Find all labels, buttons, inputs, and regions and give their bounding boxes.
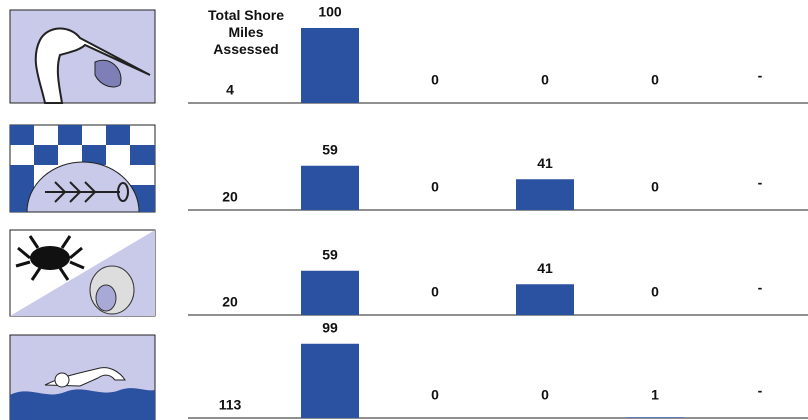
total-header: Total Shore Miles Assessed: [208, 7, 284, 57]
bar: [301, 270, 359, 315]
value-label: 41: [537, 155, 553, 171]
value-label: 0: [651, 72, 659, 88]
value-label: 59: [322, 141, 338, 157]
total-value: 20: [222, 189, 238, 205]
icon-crab-oyster: [9, 229, 156, 317]
icon-swimmer: [9, 334, 156, 420]
value-label: 100: [318, 4, 342, 20]
total-value: 20: [222, 294, 238, 310]
value-label: 0: [651, 179, 659, 195]
value-label: 0: [431, 72, 439, 88]
extra-label: -: [758, 68, 763, 84]
value-label: 0: [431, 179, 439, 195]
bar: [301, 165, 359, 210]
value-label: 0: [651, 284, 659, 300]
value-label: 0: [431, 284, 439, 300]
value-label: 1: [651, 387, 659, 403]
icon-heron: [9, 9, 156, 104]
bar: [301, 343, 359, 418]
value-label: 0: [541, 387, 549, 403]
extra-label: -: [758, 175, 763, 191]
extra-label: -: [758, 280, 763, 296]
value-label: 0: [431, 387, 439, 403]
value-label: 99: [322, 319, 338, 335]
total-value: 4: [226, 82, 234, 98]
bar: [516, 284, 574, 315]
value-label: 41: [537, 260, 553, 276]
bar: [301, 28, 359, 103]
icon-fish: [9, 124, 156, 213]
extra-label: -: [758, 383, 763, 399]
total-value: 113: [219, 397, 242, 413]
value-label: 59: [322, 246, 338, 262]
bar: [626, 417, 684, 418]
bar: [516, 179, 574, 210]
value-label: 0: [541, 72, 549, 88]
